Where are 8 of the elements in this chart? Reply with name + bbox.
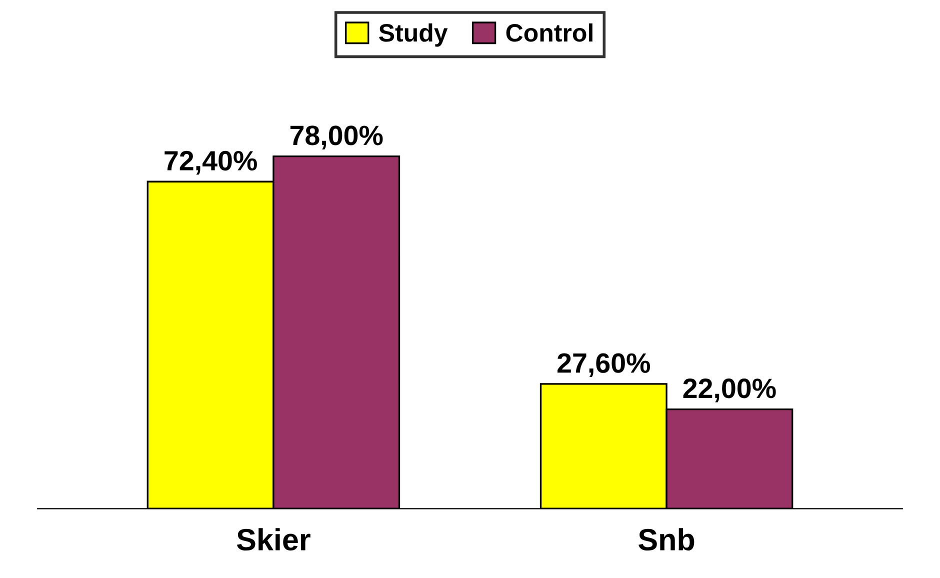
legend-label: Control: [506, 23, 592, 42]
x-tick-label: Skier: [236, 528, 310, 551]
data-label: 22,00%: [683, 378, 776, 402]
data-label: 78,00%: [290, 126, 383, 150]
legend-label: Study: [379, 23, 448, 47]
data-label: 27,60%: [558, 353, 650, 377]
data-label: 72,40%: [164, 150, 257, 175]
x-tick-label: Snb: [638, 528, 694, 551]
